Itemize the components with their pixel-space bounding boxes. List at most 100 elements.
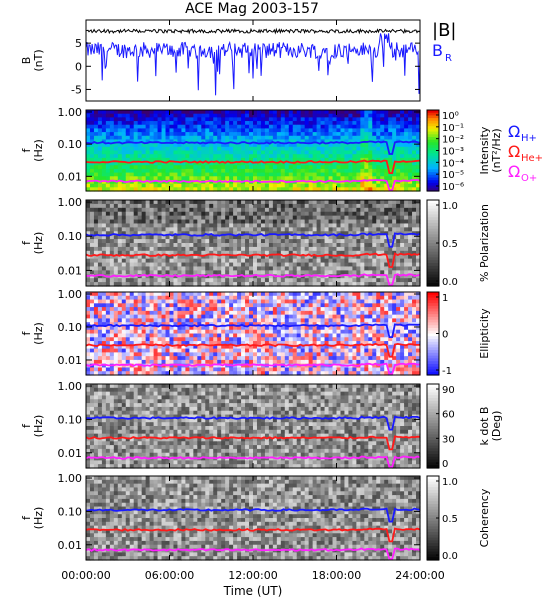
heatmap-cell	[221, 219, 226, 225]
heatmap-cell	[264, 124, 270, 130]
heatmap-cell	[376, 183, 381, 188]
heatmap-cell	[268, 303, 274, 308]
heatmap-cell	[221, 243, 226, 248]
heatmap-cell	[256, 322, 262, 327]
heatmap-cell	[328, 168, 334, 174]
heatmap-cell	[221, 146, 226, 152]
heatmap-cell	[93, 157, 99, 163]
heatmap-cell	[332, 219, 338, 225]
heatmap-cell	[129, 200, 135, 205]
heatmap-cell	[161, 211, 167, 217]
heatmap-cell	[185, 250, 190, 256]
heatmap-cell	[185, 203, 190, 209]
heatmap-cell	[292, 243, 298, 248]
heatmap-cell	[241, 258, 246, 264]
heatmap-cell	[181, 165, 187, 170]
heatmap-cell	[316, 139, 322, 144]
heatmap-cell	[320, 113, 326, 118]
heatmap-cell	[340, 165, 346, 170]
heatmap-cell	[161, 282, 167, 287]
heatmap-cell	[272, 337, 278, 342]
heatmap-cell	[312, 161, 318, 166]
heatmap-cell	[241, 183, 246, 188]
heatmap-cell	[169, 258, 175, 264]
heatmap-cell	[185, 176, 190, 181]
heatmap-cell	[292, 262, 298, 268]
heatmap-cell	[86, 143, 91, 148]
heatmap-cell	[253, 183, 258, 188]
heatmap-cell	[268, 215, 274, 221]
heatmap-cell	[241, 150, 246, 155]
heatmap-cell	[113, 215, 119, 221]
heatmap-cell	[225, 161, 230, 166]
heatmap-cell	[165, 299, 171, 304]
heatmap-cell	[109, 341, 115, 346]
heatmap-cell	[320, 154, 326, 159]
heatmap-cell	[225, 371, 230, 376]
heatmap-cell	[416, 203, 421, 209]
heatmap-cell	[177, 207, 183, 213]
heatmap-cell	[253, 143, 258, 148]
heatmap-cell	[249, 239, 254, 244]
heatmap-cell	[348, 250, 354, 256]
colorbar-cell	[427, 161, 439, 165]
heatmap-cell	[249, 250, 254, 256]
heatmap-cell	[217, 262, 222, 268]
heatmap-cell	[213, 367, 218, 372]
heatmap-cell	[404, 183, 409, 188]
heatmap-cell	[201, 135, 206, 141]
heatmap-cell	[400, 250, 405, 256]
heatmap-cell	[201, 325, 206, 331]
heatmap-cell	[308, 132, 314, 137]
heatmap-cell	[181, 258, 187, 264]
heatmap-cell	[161, 168, 167, 174]
heatmap-cell	[221, 314, 226, 320]
heatmap-cell	[360, 161, 365, 166]
heatmap-cell	[133, 295, 139, 301]
heatmap-cell	[189, 207, 194, 213]
heatmap-cell	[213, 157, 218, 163]
heatmap-cell	[86, 132, 91, 137]
heatmap-cell	[408, 270, 413, 275]
heatmap-cell	[137, 367, 143, 372]
heatmap-cell	[280, 132, 286, 137]
heatmap-cell	[86, 124, 91, 130]
heatmap-cell	[89, 211, 95, 217]
heatmap-cell	[253, 223, 258, 228]
heatmap-cell	[145, 292, 151, 297]
heatmap-cell	[109, 227, 115, 232]
heatmap-cell	[380, 243, 385, 248]
heatmap-cell	[253, 274, 258, 279]
heatmap-cell	[129, 246, 135, 252]
heatmap-cell	[165, 254, 171, 260]
heatmap-cell	[165, 329, 171, 335]
heatmap-cell	[332, 168, 338, 174]
heatmap-cell	[86, 235, 91, 240]
heatmap-cell	[213, 282, 218, 287]
colorbar-cell	[427, 217, 439, 221]
heatmap-cell	[241, 363, 246, 369]
heatmap-cell	[153, 299, 159, 304]
heatmap-cell	[237, 282, 242, 287]
heatmap-cell	[253, 367, 258, 372]
heatmap-cell	[268, 211, 274, 217]
heatmap-cell	[137, 132, 143, 137]
heatmap-cell	[400, 262, 405, 268]
heatmap-cell	[105, 235, 111, 240]
heatmap-cell	[356, 157, 361, 163]
heatmap-cell	[105, 231, 111, 236]
colorbar-cell	[427, 182, 439, 187]
heatmap-cell	[316, 243, 322, 248]
heatmap-cell	[316, 161, 322, 166]
heatmap-cell	[137, 113, 143, 118]
heatmap-cell	[300, 135, 306, 141]
heatmap-cell	[276, 239, 282, 244]
heatmap-cell	[145, 227, 151, 232]
heatmap-cell	[86, 295, 91, 301]
heatmap-cell	[189, 246, 194, 252]
heatmap-cell	[129, 235, 135, 240]
heatmap-cell	[209, 187, 214, 192]
heatmap-cell	[101, 337, 107, 342]
heatmap-cell	[249, 146, 254, 152]
heatmap-cell	[249, 266, 254, 271]
